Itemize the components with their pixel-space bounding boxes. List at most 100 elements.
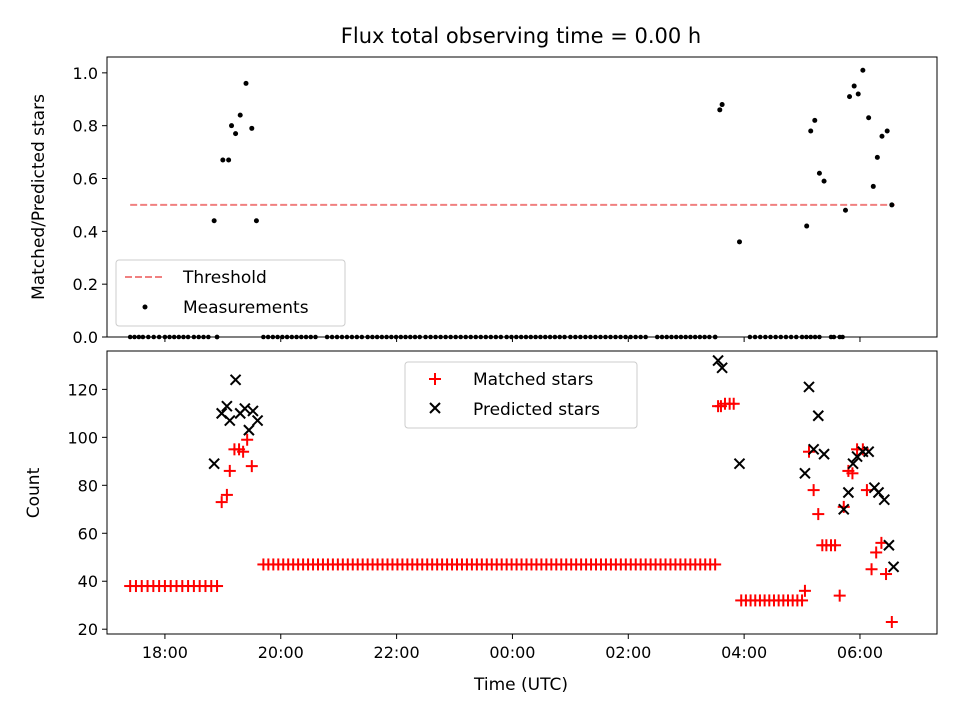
matched-star-point [796,594,809,607]
matched-star-point [870,546,883,559]
predicted-star-point [862,446,875,458]
predicted-star-point [838,503,850,515]
matched-star-point [846,467,859,480]
matched-star-point [880,568,893,581]
measurement-point [211,218,217,224]
x-tick-label: 04:00 [721,643,767,662]
matched-star-point [211,580,224,593]
measurement-point [812,117,818,123]
legend-predicted-swatch [429,402,441,414]
measurement-point [816,170,822,176]
top-x-axis-ticks [164,337,861,342]
y-tick-label: 120 [67,380,98,399]
matched-star-point [220,488,233,501]
measurement-point [719,102,725,108]
measurement-point [842,207,848,213]
matched-star-point [237,445,250,458]
legend-matched-label: Matched stars [473,370,593,390]
y-tick-label: 20 [78,620,98,639]
bottom-y-axis-label: Count [24,467,44,518]
measurement-point [855,91,861,97]
measurement-point [847,94,853,100]
measurement-point [874,154,880,160]
predicted-star-point [812,410,824,422]
predicted-star-point [733,458,746,470]
x-tick-label: 06:00 [837,643,883,662]
legend-measurements-label: Measurements [183,298,309,318]
predicted-star-point [712,354,724,367]
measurement-point [237,112,243,118]
y-tick-label: 0.8 [73,117,98,136]
top-legend-box [115,259,346,327]
matched-star-point [807,484,820,497]
measurement-point [243,80,249,86]
x-tick-label: 20:00 [258,643,304,662]
measurement-point [736,239,742,245]
predicted-star-point [887,561,900,573]
predicted-star-point [842,486,855,499]
y-tick-label: 0.2 [73,275,98,294]
predicted-star-point [847,458,859,470]
y-tick-label: 40 [78,572,98,591]
matched-star-point [812,508,825,521]
y-tick-label: 1.0 [73,64,98,83]
matched-star-point [837,500,850,513]
measurement-point [804,223,810,229]
matched-star-point [833,589,846,602]
bottom-y-axis-ticks: 20 40 60 80 100 120 [67,380,107,639]
matched-star-point [245,460,258,473]
top-y-axis-label: Matched/Predicted stars [29,94,49,300]
y-tick-label: 60 [78,524,98,543]
top-y-axis-ticks: 0.0 0.2 0.4 0.6 0.8 1.0 [73,64,107,347]
measurement-point [851,83,857,89]
bottom-legend: Matched stars Predicted stars [404,361,638,429]
x-tick-label: 22:00 [374,643,420,662]
matched-star-point [727,397,740,410]
predicted-star-point [716,362,728,374]
predicted-star-point [224,414,236,427]
y-tick-label: 80 [78,476,98,495]
bottom-legend-box [404,361,638,429]
measurement-point [884,128,890,134]
x-tick-label: 00:00 [489,643,535,662]
matched-star-point [885,616,898,629]
bottom-plot-frame [106,350,938,635]
figure-title: Flux total observing time = 0.00 h [341,24,701,48]
matched-star-point [829,539,842,552]
top-plot: 0.0 0.2 0.4 0.6 0.8 1.0 Matched/Predicted sta… [29,56,938,347]
predicted-star-point [243,424,255,436]
top-legend: Threshold Measurements [115,259,346,327]
predicted-star-point [251,414,264,427]
legend-matched-swatch [429,373,441,385]
measurement-point [717,107,723,113]
measurement-point [870,183,876,189]
measurement-point [253,218,259,224]
predicted-star-point [239,402,251,415]
predicted-star-point [208,458,220,470]
legend-threshold-label: Threshold [182,268,267,288]
predicted-star-point [807,443,820,456]
measurement-point [889,202,895,208]
legend-measurements-swatch [142,304,148,310]
legend-predicted-label: Predicted stars [473,400,600,420]
x-tick-label: 18:00 [142,643,188,662]
y-tick-label: 0.6 [73,170,98,189]
x-tick-label: 02:00 [605,643,651,662]
predicted-star-point [818,448,830,460]
matched-star-point [709,558,722,571]
measurement-point [220,157,226,163]
y-tick-label: 0.0 [73,328,98,347]
predicted-star-point [803,381,815,393]
predicted-star-point [883,539,895,551]
matched-star-point [215,496,228,509]
measurement-point [226,157,232,163]
y-tick-label: 0.4 [73,222,98,241]
predicted-star-point [799,467,811,480]
measurement-points-group [211,67,895,245]
predicted-star-point [878,493,890,506]
measurement-point [866,115,872,121]
top-plot-frame [106,56,938,338]
measurement-point [233,131,239,137]
bottom-x-axis-ticks: 18:00 20:00 22:00 00:00 02:00 04:00 06:00 [142,634,883,662]
matched-star-point [223,464,236,477]
